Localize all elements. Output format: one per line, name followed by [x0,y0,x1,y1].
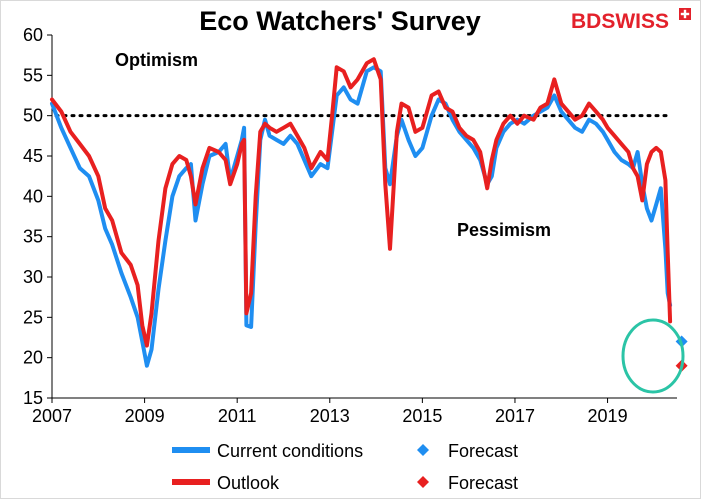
legend-marker-forecast-current [417,444,429,456]
brand-bd-text: BD [571,10,601,33]
y-axis-ticks: 15 20 25 30 35 40 45 50 55 60 [23,25,52,408]
brand-logo-text: BDSWISS [571,10,669,33]
series-line-current-conditions [50,65,673,368]
legend-label-current: Current conditions [217,441,363,461]
swiss-cross-icon [679,8,691,20]
y-tick-label: 20 [23,348,43,368]
forecast-highlight-circle [621,318,685,394]
legend-item-forecast-outlook: Forecast [417,473,518,493]
y-tick-label: 35 [23,227,43,247]
x-tick-label: 2019 [588,406,628,426]
y-tick-label: 45 [23,146,43,166]
legend-item-outlook: Outlook [172,473,280,493]
chart-title: Eco Watchers' Survey [199,6,481,36]
series-layer [50,57,673,368]
y-tick-label: 55 [23,65,43,85]
x-tick-label: 2009 [125,406,165,426]
annotation-pessimism: Pessimism [457,220,551,240]
legend-marker-forecast-outlook [417,476,429,488]
legend-item-current: Current conditions [172,441,363,461]
x-tick-label: 2013 [310,406,350,426]
legend-label-outlook: Outlook [217,473,280,493]
y-tick-label: 15 [23,388,43,408]
x-tick-label: 2017 [495,406,535,426]
legend-label-forecast-current: Forecast [448,441,518,461]
y-tick-label: 25 [23,307,43,327]
y-tick-label: 60 [23,25,43,45]
legend-item-forecast-current: Forecast [417,441,518,461]
brand-logo: BDSWISS [571,8,691,33]
legend: Current conditions Forecast Outlook Fore… [172,441,518,493]
x-tick-label: 2015 [402,406,442,426]
brand-swiss-text: SWISS [601,10,669,33]
y-tick-label: 40 [23,186,43,206]
legend-label-forecast-outlook: Forecast [448,473,518,493]
x-tick-label: 2011 [218,406,257,426]
y-tick-label: 30 [23,267,43,287]
series-line-outlook [50,57,673,348]
x-tick-label: 2007 [32,406,72,426]
x-axis-ticks: 2007 2009 2011 2013 2015 2017 2019 [32,398,628,426]
annotation-optimism: Optimism [115,50,198,70]
y-tick-label: 50 [23,106,43,126]
